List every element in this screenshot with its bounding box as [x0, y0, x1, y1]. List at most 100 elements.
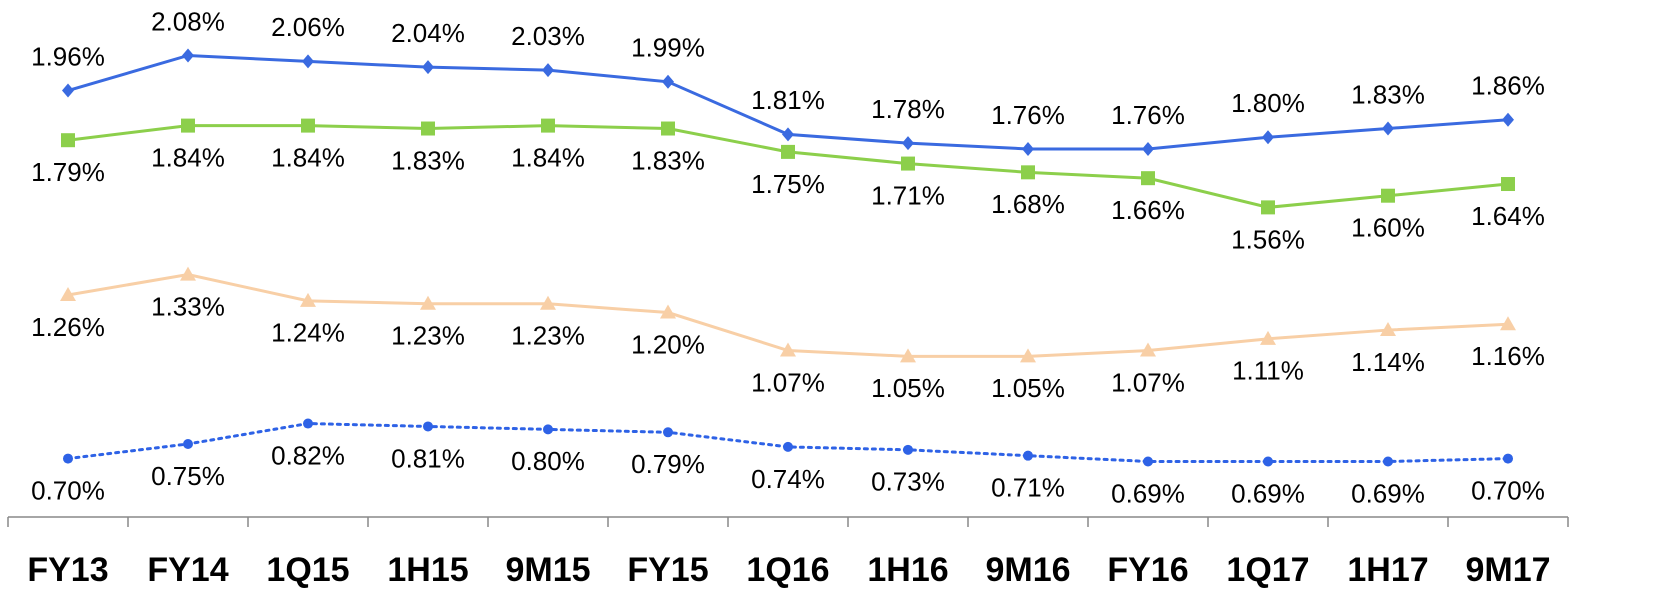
data-label: 1.20%: [631, 329, 705, 359]
data-label: 1.64%: [1471, 201, 1545, 231]
data-label: 2.03%: [511, 21, 585, 51]
data-label: 1.26%: [31, 312, 105, 342]
x-tick-label: FY14: [147, 551, 228, 589]
data-label: 1.07%: [751, 367, 825, 397]
data-label: 1.16%: [1471, 341, 1545, 371]
point: [660, 304, 676, 319]
data-label: 1.83%: [631, 145, 705, 175]
data-label: 1.84%: [271, 142, 345, 172]
data-label: 1.79%: [31, 157, 105, 187]
data-label: 0.75%: [151, 461, 225, 491]
point: [1381, 188, 1395, 203]
data-label: 2.04%: [391, 18, 465, 48]
data-label: 2.06%: [271, 12, 345, 42]
point: [543, 424, 553, 435]
point: [1262, 130, 1274, 145]
point: [540, 295, 556, 310]
point: [302, 54, 314, 69]
data-label: 1.78%: [871, 94, 945, 124]
point: [780, 342, 796, 357]
x-tick-label: FY15: [627, 551, 708, 589]
data-label: 1.80%: [1231, 88, 1305, 118]
point: [1261, 200, 1275, 215]
point: [1382, 121, 1394, 136]
data-label: 1.56%: [1231, 224, 1305, 254]
point: [423, 421, 433, 432]
data-label: 1.07%: [1111, 367, 1185, 397]
data-label: 0.69%: [1111, 478, 1185, 508]
point: [420, 295, 436, 310]
data-label: 1.68%: [991, 189, 1065, 219]
data-label: 1.75%: [751, 169, 825, 199]
data-label: 1.83%: [1351, 79, 1425, 109]
point: [1383, 456, 1393, 467]
data-label: 1.60%: [1351, 213, 1425, 243]
data-label: 1.84%: [511, 142, 585, 172]
point: [1500, 316, 1516, 331]
data-label: 1.24%: [271, 318, 345, 348]
data-label: 0.71%: [991, 473, 1065, 503]
data-label: 0.69%: [1231, 478, 1305, 508]
point: [782, 127, 794, 142]
point: [1143, 456, 1153, 467]
x-tick-label: 9M17: [1465, 551, 1550, 589]
x-tick-label: 1Q16: [746, 551, 829, 589]
point: [663, 427, 673, 438]
point: [303, 418, 313, 429]
point: [1380, 322, 1396, 337]
x-tick-label: 1Q15: [266, 551, 349, 589]
x-tick-label: 1H15: [387, 551, 468, 589]
data-label: 1.84%: [151, 142, 225, 172]
point: [181, 118, 195, 133]
point: [903, 444, 913, 455]
data-label: 0.73%: [871, 467, 945, 497]
x-tick-label: 1H17: [1347, 551, 1428, 589]
point: [1142, 141, 1154, 156]
x-tick-label: 1H16: [867, 551, 948, 589]
point: [541, 118, 555, 133]
data-label: 1.99%: [631, 33, 705, 63]
data-label: 1.86%: [1471, 71, 1545, 101]
point: [1140, 342, 1156, 357]
data-label: 2.08%: [151, 6, 225, 36]
point: [1501, 177, 1515, 192]
data-label: 1.83%: [391, 145, 465, 175]
point: [1021, 165, 1035, 180]
point: [783, 441, 793, 452]
data-label: 0.74%: [751, 464, 825, 494]
point: [60, 287, 76, 302]
point: [1023, 450, 1033, 461]
data-label: 0.69%: [1351, 478, 1425, 508]
point: [1263, 456, 1273, 467]
point: [421, 121, 435, 136]
data-label: 1.11%: [1232, 356, 1304, 386]
point: [1503, 453, 1513, 464]
point: [63, 453, 73, 464]
data-label: 1.05%: [871, 373, 945, 403]
point: [902, 136, 914, 151]
point: [1141, 171, 1155, 186]
x-tick-label: 1Q17: [1226, 551, 1309, 589]
data-label: 1.14%: [1351, 347, 1425, 377]
point: [542, 63, 554, 78]
point: [61, 133, 75, 148]
point: [180, 266, 196, 281]
data-label: 1.66%: [1111, 195, 1185, 225]
point: [901, 156, 915, 171]
point: [900, 348, 916, 363]
point: [182, 48, 194, 63]
data-label: 1.33%: [151, 291, 225, 321]
x-tick-label: FY16: [1107, 551, 1188, 589]
point: [422, 60, 434, 75]
data-label: 1.23%: [391, 321, 465, 351]
x-tick-label: 9M16: [985, 551, 1070, 589]
point: [183, 438, 193, 449]
data-label: 1.05%: [991, 373, 1065, 403]
point: [1022, 141, 1034, 156]
data-label: 0.81%: [391, 443, 465, 473]
point: [300, 292, 316, 307]
data-label: 1.96%: [31, 41, 105, 71]
data-label: 0.80%: [511, 446, 585, 476]
point: [1020, 348, 1036, 363]
